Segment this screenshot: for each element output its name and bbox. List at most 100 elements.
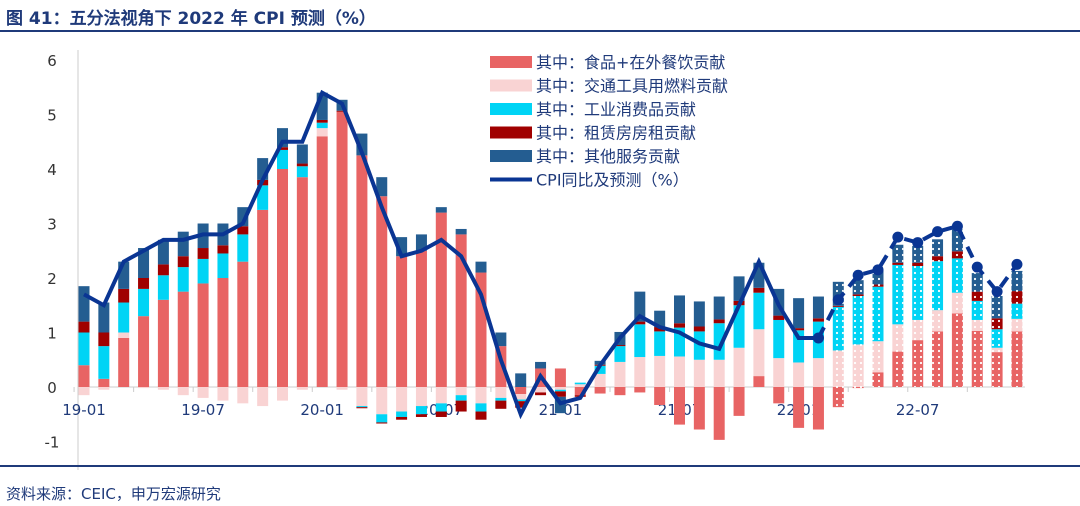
bar-segment xyxy=(674,387,685,425)
figure-title: 图 41：五分法视角下 2022 年 CPI 预测（%） xyxy=(6,9,376,29)
title-divider xyxy=(0,30,1080,32)
bar-segment xyxy=(634,321,646,325)
bar-segment xyxy=(118,332,130,338)
bar-segment xyxy=(475,387,487,404)
y-tick-label: 3 xyxy=(47,216,57,234)
bar-segment xyxy=(435,387,447,404)
bar-segment xyxy=(356,406,368,408)
bar-segment xyxy=(237,387,249,404)
bar-segment xyxy=(78,387,90,396)
bar-segment xyxy=(654,387,666,405)
bar-segment xyxy=(455,395,467,401)
forecast-dot-pattern xyxy=(832,305,844,307)
forecast-dot-pattern xyxy=(912,340,924,387)
bar-segment xyxy=(396,416,408,420)
bar-segment xyxy=(396,387,408,412)
forecast-dot-pattern xyxy=(912,245,924,263)
forecast-dot-pattern xyxy=(892,264,904,325)
forecast-dot-pattern xyxy=(1011,270,1023,292)
bar-segment xyxy=(773,387,785,404)
forecast-dot-pattern xyxy=(912,262,924,267)
bar-segment xyxy=(455,234,467,387)
forecast-dot-pattern xyxy=(932,261,944,311)
bar-segment xyxy=(177,267,189,292)
forecast-dot-pattern xyxy=(892,244,904,263)
bar-segment xyxy=(415,414,427,417)
bar-segment xyxy=(237,226,249,235)
forecast-dot-pattern xyxy=(951,258,963,293)
bar-segment xyxy=(535,387,547,393)
legend-swatch xyxy=(490,79,532,92)
bar-segment xyxy=(396,411,408,417)
cpi-forecast-point xyxy=(872,264,884,276)
cpi-line-forecast xyxy=(816,223,1019,339)
legend-label: 其中：食品+在外餐饮贡献 xyxy=(536,53,725,72)
bar-segment xyxy=(197,387,209,398)
forecast-dot-pattern xyxy=(971,300,983,320)
forecast-dot-pattern xyxy=(852,344,864,387)
bar-segment xyxy=(277,387,288,401)
forecast-dot-pattern xyxy=(1011,291,1023,304)
bar-segment xyxy=(812,358,824,387)
bar-segment xyxy=(574,387,586,396)
legend-swatch xyxy=(490,103,532,115)
cpi-forecast-point xyxy=(832,294,844,306)
bar-segment xyxy=(693,359,705,387)
bar-segment xyxy=(733,305,745,348)
bar-segment xyxy=(296,166,308,178)
bar-segment xyxy=(396,256,408,387)
bar-segment xyxy=(336,111,348,388)
bar-segment xyxy=(614,361,626,387)
legend-label: 其中：其他服务贡献 xyxy=(536,147,680,166)
bar-segment xyxy=(177,256,189,268)
bar-segment xyxy=(396,237,408,257)
bar-segment xyxy=(713,387,725,440)
cpi-forecast-point xyxy=(991,286,1003,298)
forecast-dot-pattern xyxy=(971,319,983,331)
legend-label: 其中：租赁房房租贡献 xyxy=(536,124,696,143)
bar-segment xyxy=(733,347,745,387)
bar-segment xyxy=(475,411,487,420)
cpi-forecast-point xyxy=(932,226,944,238)
bar-segment xyxy=(793,330,805,363)
x-tick-label: 19-07 xyxy=(181,401,225,419)
bar-segment xyxy=(554,391,566,397)
bar-segment xyxy=(554,389,566,392)
forecast-dot-pattern xyxy=(892,262,904,265)
bar-segment xyxy=(98,332,110,347)
bar-segment xyxy=(316,119,328,123)
bar-segment xyxy=(634,291,646,322)
bar-segment xyxy=(177,291,189,387)
y-tick-label: 2 xyxy=(47,270,57,288)
bar-segment xyxy=(654,355,666,387)
bar-segment xyxy=(674,327,685,357)
bar-segment xyxy=(654,331,666,356)
bar-segment xyxy=(793,387,805,428)
bar-segment xyxy=(733,276,745,301)
forecast-dot-pattern xyxy=(991,329,1003,348)
bar-segment xyxy=(594,387,606,394)
bar-segment xyxy=(415,234,427,251)
bar-segment xyxy=(455,400,467,412)
legend-swatch xyxy=(490,56,532,68)
bar-segment xyxy=(574,384,586,387)
forecast-dot-pattern xyxy=(912,319,924,341)
forecast-dot-pattern xyxy=(1011,318,1023,332)
bar-segment xyxy=(257,185,269,210)
bar-segment xyxy=(197,283,209,387)
bar-segment xyxy=(773,319,785,359)
bar-segment xyxy=(753,329,765,377)
bar-segment xyxy=(812,296,824,319)
bar-segment xyxy=(78,332,90,366)
cpi-forecast-point xyxy=(812,332,824,344)
bar-segment xyxy=(475,261,487,273)
bar-segment xyxy=(78,365,90,387)
bar-segment xyxy=(495,346,507,387)
bar-segment xyxy=(674,323,685,328)
bar-segment xyxy=(475,272,487,387)
bar-segment xyxy=(693,301,705,327)
forecast-dot-pattern xyxy=(991,347,1003,353)
bar-segment xyxy=(753,376,765,387)
x-tick-label: 22-07 xyxy=(896,401,940,419)
bar-segment xyxy=(693,331,705,360)
